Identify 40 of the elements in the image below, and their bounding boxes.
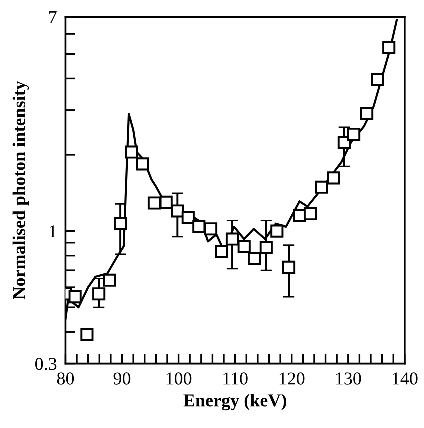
point (348, 128, 361, 142)
y-tick-label: 0.3 (36, 358, 57, 370)
point (260, 241, 273, 254)
x-tick-label: 90 (114, 372, 131, 385)
x-tick-label: 80 (57, 372, 74, 385)
point (92, 288, 106, 301)
point (238, 240, 251, 254)
point (248, 252, 262, 266)
point (68, 290, 82, 304)
point (304, 207, 318, 221)
point (282, 260, 296, 274)
point (315, 180, 328, 194)
point (226, 232, 240, 246)
point (382, 41, 396, 54)
point (204, 222, 218, 236)
y-tick-label: 7 (50, 12, 57, 24)
point (148, 196, 162, 210)
point (136, 158, 150, 171)
point (327, 172, 340, 185)
x-tick-label: 120 (280, 372, 305, 385)
point (103, 274, 116, 287)
point (114, 217, 128, 230)
point (171, 204, 184, 218)
point (160, 196, 173, 209)
point (215, 245, 228, 258)
x-axis-title: Energy (keV) (184, 394, 286, 411)
point (80, 328, 94, 342)
x-tick-label: 110 (224, 372, 248, 385)
x-tick-label: 140 (392, 372, 418, 385)
point (360, 107, 374, 120)
point (270, 224, 284, 238)
point (338, 136, 351, 150)
y-axis-title: Normalised photon intensity (12, 81, 30, 300)
point (192, 220, 206, 234)
point (182, 211, 195, 224)
x-tick-label: 130 (336, 372, 362, 385)
point (371, 73, 384, 86)
y-tick-label: 1 (50, 226, 56, 238)
x-tick-label: 100 (166, 372, 192, 385)
point (125, 146, 138, 159)
